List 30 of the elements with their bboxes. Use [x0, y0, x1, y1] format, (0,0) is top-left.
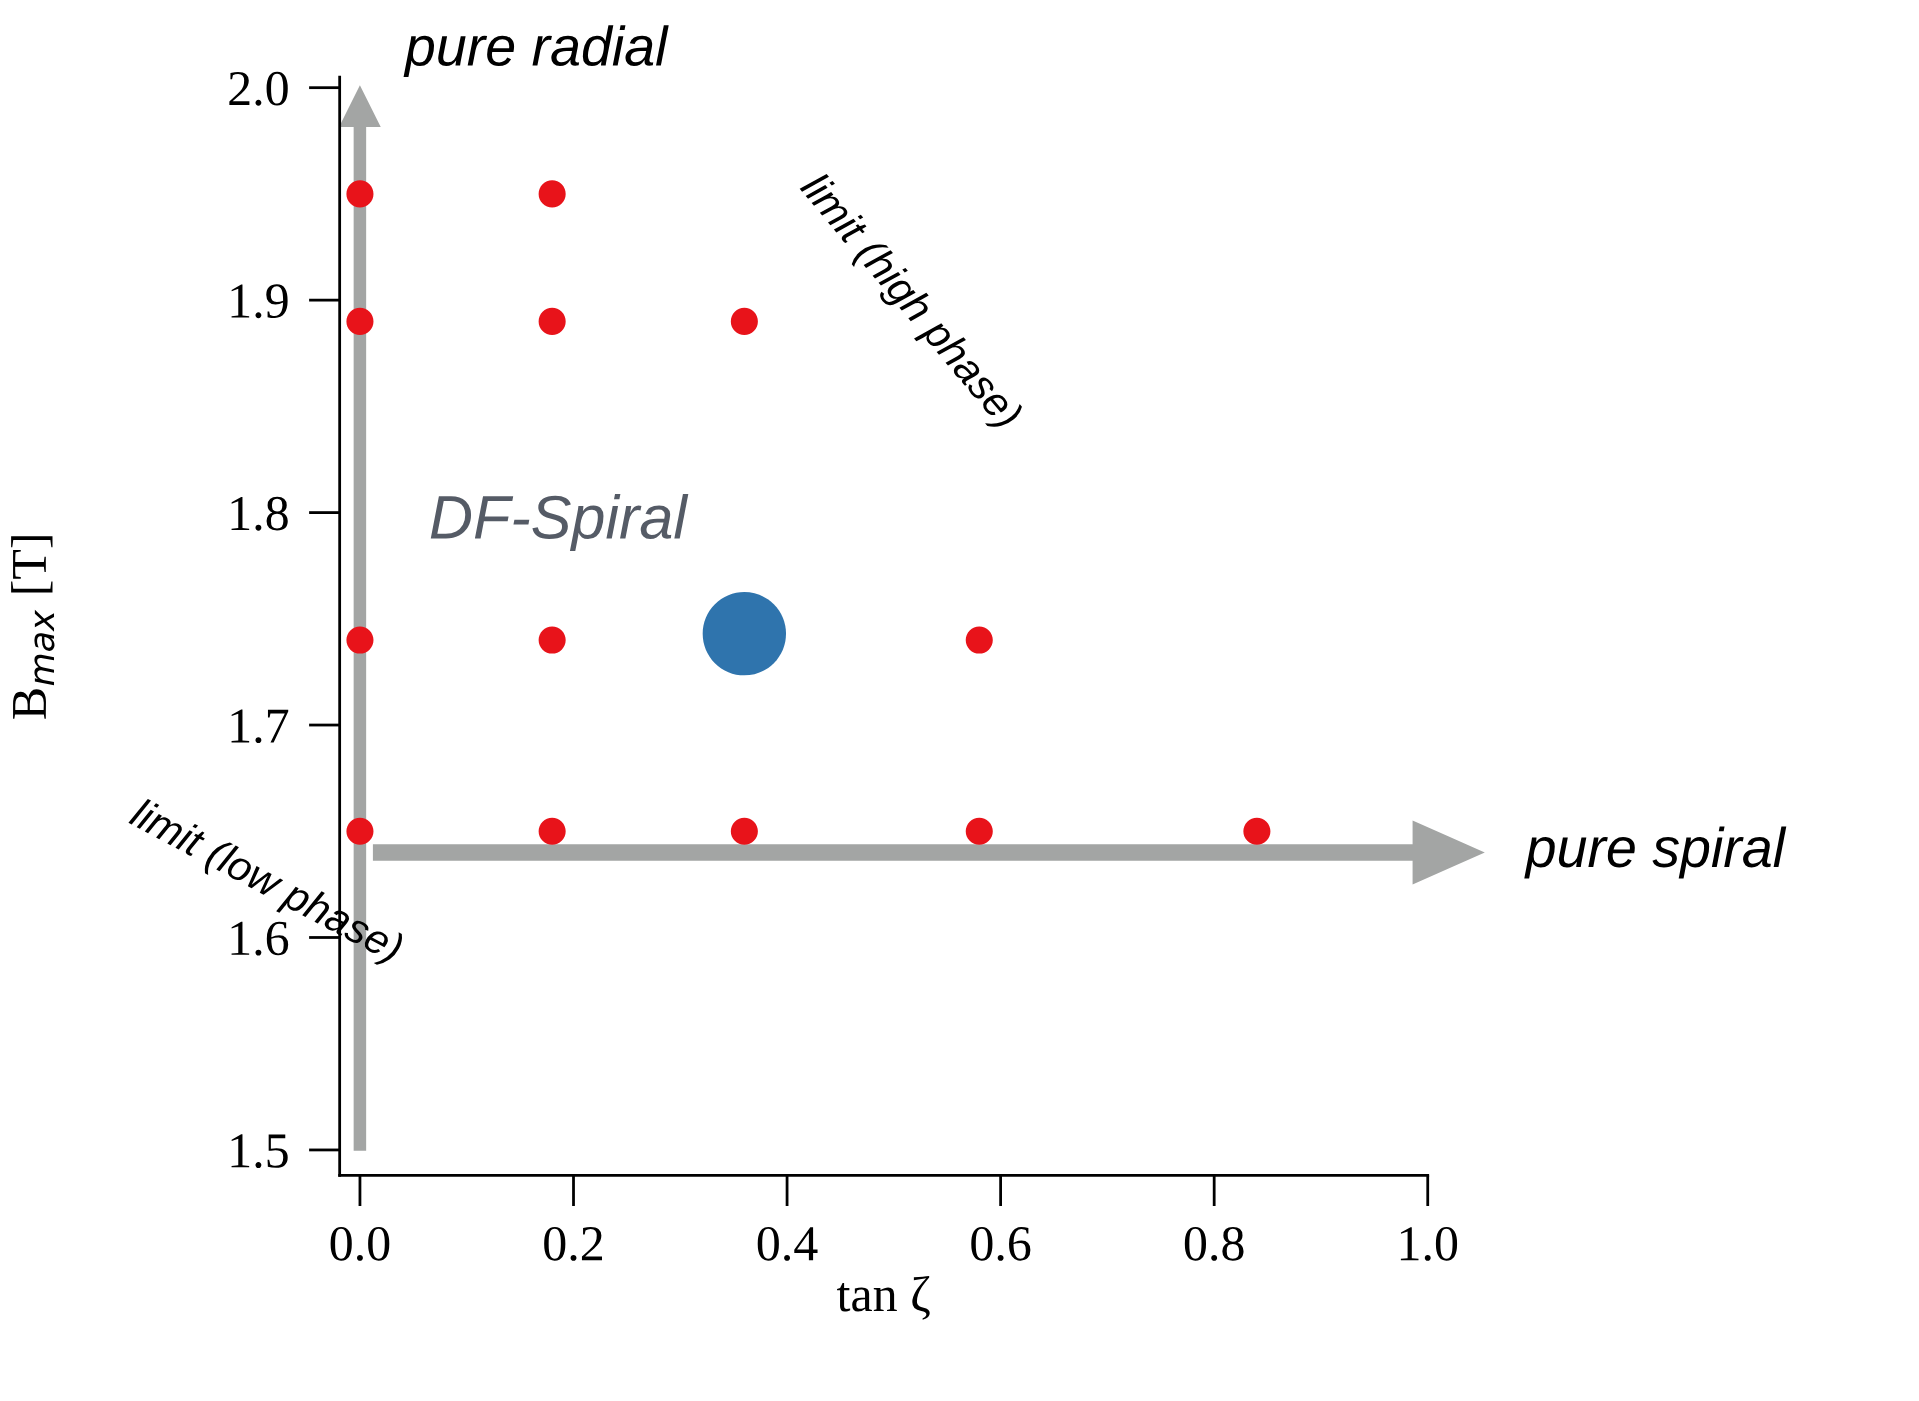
y-tick-label: 2.0	[229, 71, 288, 106]
point	[346, 307, 374, 335]
point	[965, 626, 993, 654]
y-axis-title: B$_{max}$ [T]	[11, 536, 55, 719]
x-tick-label: 0.0	[330, 1226, 390, 1261]
point	[538, 626, 566, 654]
x-tick-label: 0.8	[1184, 1226, 1244, 1261]
point	[538, 180, 566, 208]
point	[702, 592, 787, 676]
point	[538, 307, 566, 335]
x-tick-label: 0.6	[971, 1226, 1031, 1261]
text: pure radial	[403, 25, 669, 78]
point	[346, 817, 374, 845]
x-tick-label: 0.2	[544, 1226, 602, 1261]
point	[346, 626, 374, 654]
x-tick-label: 0.4	[757, 1226, 818, 1261]
text: pure spiral	[1524, 826, 1787, 879]
annotation: DF-Spiral	[430, 494, 689, 552]
point	[1243, 817, 1271, 845]
point	[965, 817, 993, 845]
point	[730, 307, 758, 335]
point	[538, 817, 566, 845]
y-tick-label: 1.9	[231, 284, 288, 319]
y-tick-label: 1.5	[231, 1134, 288, 1168]
x-tick-label: 1.0	[1400, 1226, 1458, 1261]
x-axis-title: tan ζ	[837, 1275, 930, 1320]
point	[730, 817, 758, 845]
point	[346, 180, 374, 208]
y-tick-label: 1.7	[231, 709, 289, 744]
y-tick-label: 1.8	[231, 496, 288, 531]
